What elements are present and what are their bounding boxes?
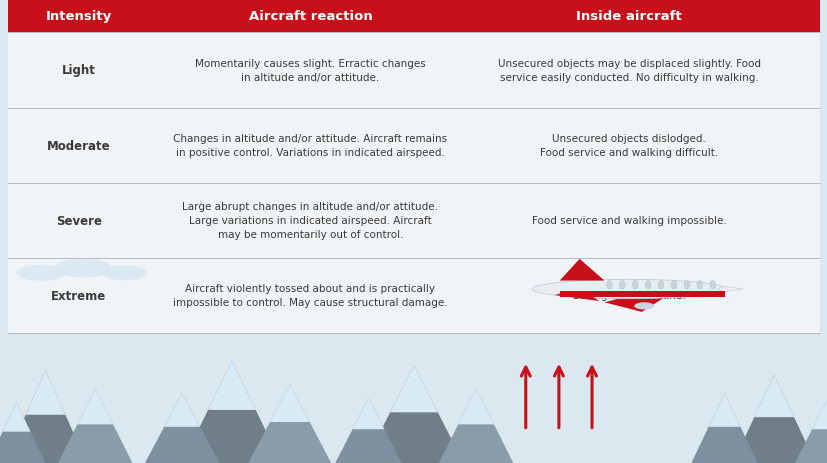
FancyBboxPatch shape [8,0,819,33]
FancyBboxPatch shape [8,33,819,333]
Polygon shape [352,398,384,429]
Ellipse shape [709,281,715,289]
Polygon shape [58,389,132,463]
Ellipse shape [633,303,653,310]
FancyBboxPatch shape [8,183,819,258]
Polygon shape [208,361,256,410]
Polygon shape [364,366,463,463]
Polygon shape [753,375,793,417]
Text: Aircraft reaction: Aircraft reaction [248,10,372,23]
Polygon shape [4,370,87,463]
Ellipse shape [683,281,689,289]
Ellipse shape [645,281,650,289]
Text: Light: Light [62,64,95,77]
Polygon shape [270,384,309,422]
Polygon shape [559,259,604,281]
Polygon shape [457,389,494,425]
Ellipse shape [606,281,611,289]
Text: Severe: Severe [55,214,102,227]
Text: Unsecured objects may be displaced slightly. Food
service easily conducted. No d: Unsecured objects may be displaced sligh… [497,59,760,83]
Text: Unsecured objects dislodged.
Food service and walking difficult.: Unsecured objects dislodged. Food servic… [539,134,718,158]
Ellipse shape [696,281,701,289]
Text: Momentarily causes slight. Erractic changes
in altitude and/or attitude.: Momentarily causes slight. Erractic chan… [195,59,425,83]
Polygon shape [390,366,437,413]
Polygon shape [335,398,401,463]
Polygon shape [182,361,281,463]
Ellipse shape [17,265,66,282]
Text: Moderate: Moderate [47,139,110,152]
FancyBboxPatch shape [8,258,819,333]
Polygon shape [554,292,599,301]
Ellipse shape [671,281,676,289]
Polygon shape [691,394,757,463]
Polygon shape [2,403,31,432]
Polygon shape [794,398,827,463]
Polygon shape [77,389,113,425]
Ellipse shape [102,266,147,281]
Text: Aircraft violently tossed about and is practically
impossible to control. May ca: Aircraft violently tossed about and is p… [173,284,447,308]
Polygon shape [732,375,815,463]
Polygon shape [715,287,743,292]
Polygon shape [164,394,200,427]
Ellipse shape [619,281,624,289]
Text: Intensity: Intensity [45,10,112,23]
Ellipse shape [532,280,725,299]
Ellipse shape [657,281,663,289]
FancyBboxPatch shape [8,108,819,183]
Ellipse shape [54,259,112,278]
Text: Food service and walking impossible.: Food service and walking impossible. [531,216,726,226]
Polygon shape [559,292,724,297]
Polygon shape [811,398,827,429]
Polygon shape [438,389,513,463]
Text: Strong desire to land.: Strong desire to land. [572,291,685,301]
Polygon shape [604,292,673,312]
Polygon shape [0,403,45,463]
Text: Inside aircraft: Inside aircraft [576,10,681,23]
Ellipse shape [632,281,638,289]
Polygon shape [145,394,219,463]
Polygon shape [26,370,65,415]
FancyBboxPatch shape [8,33,819,108]
Text: Large abrupt changes in altitude and/or attitude.
Large variations in indicated : Large abrupt changes in altitude and/or … [182,202,438,240]
Text: Changes in altitude and/or attitude. Aircraft remains
in positive control. Varia: Changes in altitude and/or attitude. Air… [173,134,447,158]
Polygon shape [248,384,331,463]
Polygon shape [708,394,739,427]
Text: Extreme: Extreme [51,289,106,302]
